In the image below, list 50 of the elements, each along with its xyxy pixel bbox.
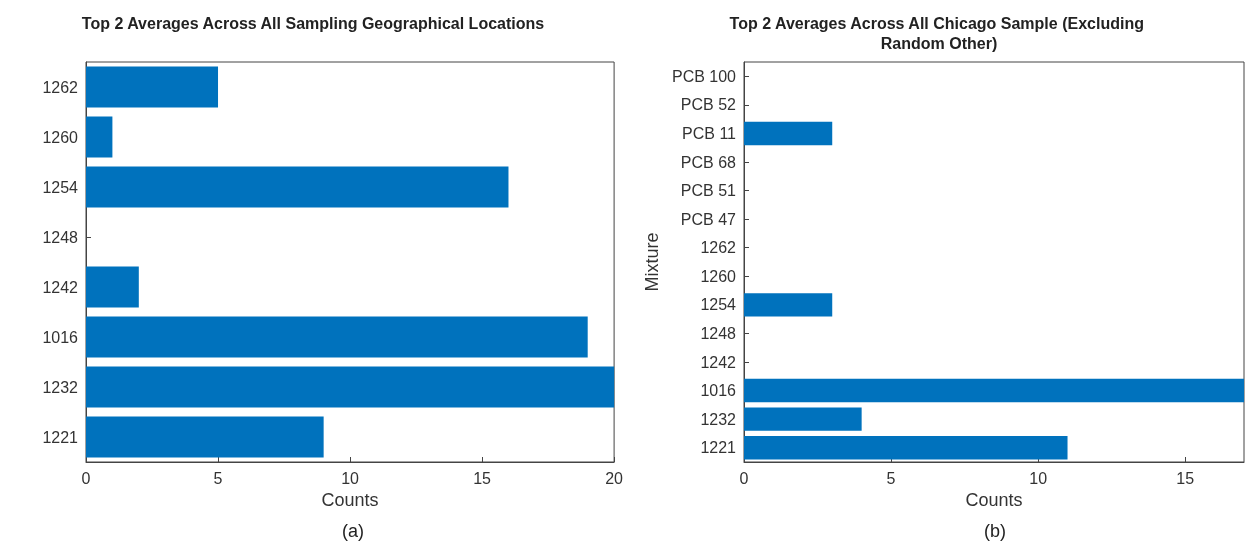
y-tick-label: PCB 52 <box>680 96 737 114</box>
y-tick-label: PCB 100 <box>671 67 737 85</box>
y-tick-label: 1232 <box>700 410 737 428</box>
chart-title: Top 2 Averages Across All Chicago Sample (Excluding Random Other) <box>729 14 1149 52</box>
bar <box>86 416 324 458</box>
y-tick-label: PCB 47 <box>680 210 737 228</box>
bar <box>744 121 833 146</box>
x-tick-label: 10 <box>1029 469 1048 487</box>
y-tick-label: 1221 <box>42 428 79 446</box>
y-tick-label: 1260 <box>700 267 737 285</box>
text: (b) <box>984 521 1006 541</box>
y-tick-label: 1262 <box>42 78 79 96</box>
y-tick-label: PCB 68 <box>680 153 737 171</box>
chart-title: Top 2 Averages Across All Sampling Geographical Locations <box>81 14 545 32</box>
x-tick-label: 15 <box>473 469 492 487</box>
text: (a) <box>342 521 364 541</box>
bar <box>86 66 219 108</box>
x-tick-label: 5 <box>886 469 896 487</box>
bar <box>744 378 1244 403</box>
bar <box>744 293 833 317</box>
y-tick-label: PCB 11 <box>682 124 737 142</box>
y-tick-label: 1254 <box>42 178 79 196</box>
x-tick-label: 0 <box>81 469 91 487</box>
y-tick-label: 1262 <box>700 239 737 257</box>
bar <box>86 316 588 358</box>
x-tick-label: 15 <box>1176 469 1195 487</box>
y-tick-label: 1242 <box>700 353 737 371</box>
x-tick-label: 10 <box>341 469 360 487</box>
bar <box>86 116 113 158</box>
y-tick-label: 1248 <box>700 324 737 342</box>
y-tick-label: PCB 51 <box>680 182 737 200</box>
y-tick-label: 1016 <box>700 382 737 400</box>
bar <box>744 407 862 431</box>
y-tick-label: 1248 <box>42 228 79 246</box>
bar <box>744 436 1068 460</box>
y-tick-label: 1232 <box>42 378 79 396</box>
y-tick-label: 1254 <box>700 296 737 314</box>
y-tick-label: 1016 <box>42 328 79 346</box>
y-axis-title: Mixture <box>642 232 663 292</box>
y-tick-label: 1242 <box>42 278 79 296</box>
bar <box>86 366 615 408</box>
x-tick-label: 5 <box>213 469 223 487</box>
x-axis-title: Counts <box>321 489 379 510</box>
x-tick-label: 0 <box>739 469 749 487</box>
y-tick-label: 1221 <box>700 439 737 457</box>
x-axis-title: Counts <box>965 489 1023 510</box>
y-tick-label: 1260 <box>42 128 79 146</box>
bar <box>86 166 509 208</box>
bar <box>86 266 139 308</box>
x-tick-label: 20 <box>605 469 624 487</box>
